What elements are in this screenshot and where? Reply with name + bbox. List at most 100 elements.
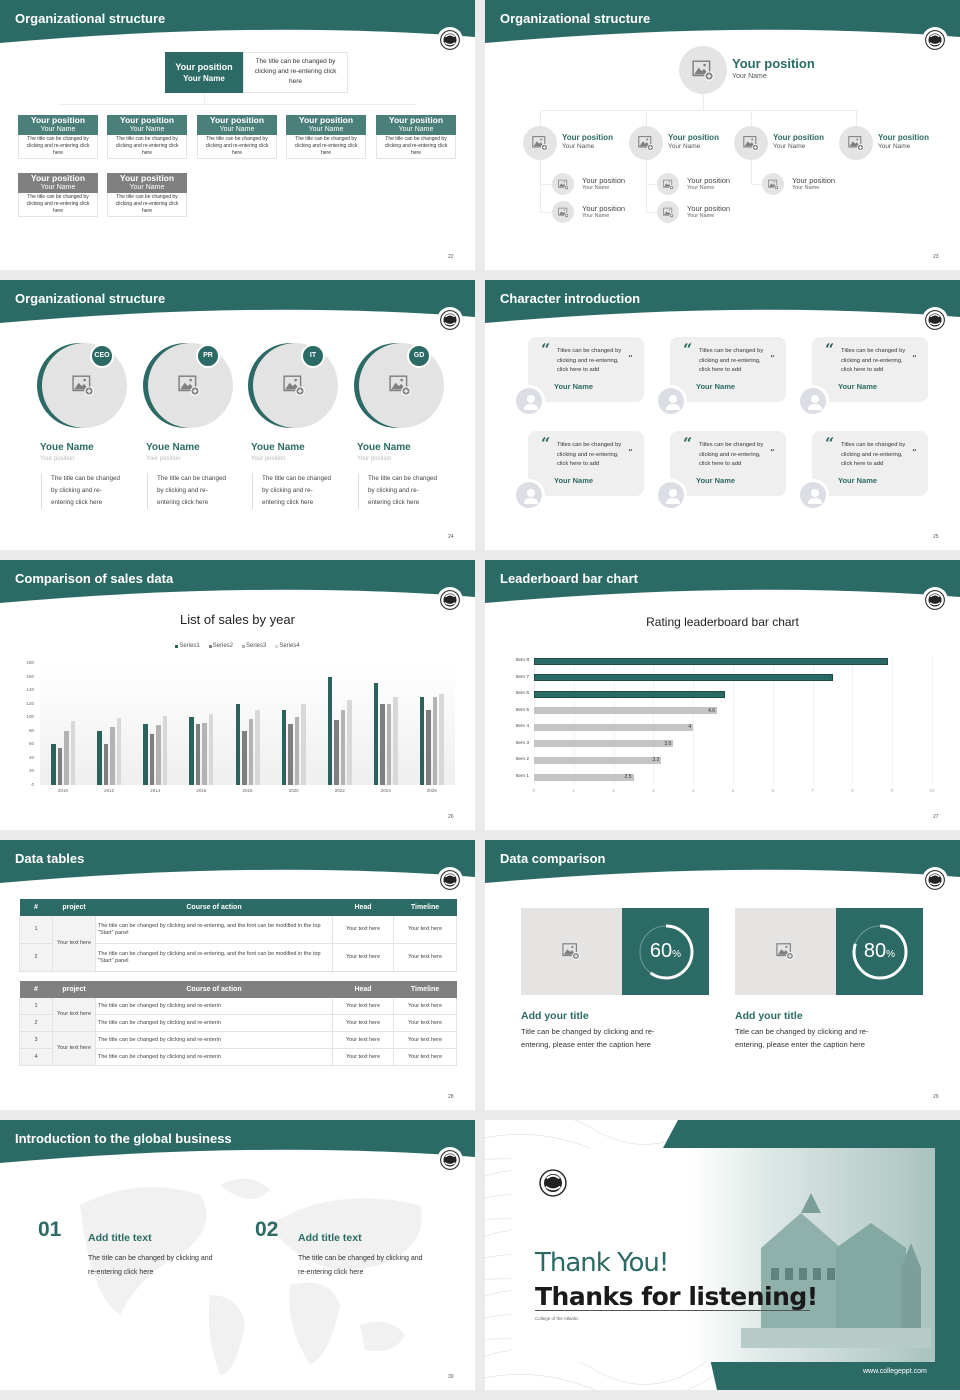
gridline: [573, 655, 575, 785]
bar-2026-series4: [439, 693, 444, 785]
action-cell: The title can be changed by clicking and…: [95, 915, 333, 944]
open-quote-icon: “: [541, 340, 551, 359]
image-placeholder-icon: [178, 375, 200, 396]
y-tick-label: 20: [28, 768, 34, 774]
data-label: 8.9: [879, 658, 887, 664]
slide-title: Organizational structure: [500, 11, 651, 26]
legend-swatch: [175, 644, 179, 648]
x-tick-label: 2014: [150, 788, 161, 793]
bar-2022-series2: [334, 719, 339, 785]
position-label: Your position: [668, 133, 719, 142]
project-cell: Your text here: [52, 997, 96, 1032]
chart-legend: Series1 Series2 Series3 Series4: [0, 643, 475, 649]
member-description: The title can be changed by clicking and…: [252, 473, 334, 509]
gridline: [772, 655, 774, 785]
gridline: [932, 655, 933, 785]
page-number: 30: [448, 1374, 454, 1380]
connector-line: [540, 184, 552, 185]
bar-2010-series1: [51, 744, 56, 785]
image-placeholder-icon: [662, 207, 674, 218]
header-banner: [0, 560, 475, 603]
image-placeholder-icon: [557, 207, 569, 218]
slide-23: Organizational structure 23 Your position Y…: [485, 0, 960, 270]
image-placeholder-icon: [848, 136, 864, 151]
category-label: Item 3: [515, 740, 529, 746]
name-label: Your Name: [668, 143, 701, 150]
position-label: Your position: [209, 115, 265, 125]
avatar: [797, 385, 829, 417]
website-url: www.collegeppt.com: [863, 1368, 927, 1375]
org-box: Your position Your Name The title can be c…: [107, 173, 187, 217]
bar-2012-series2: [103, 744, 109, 785]
testimonial-card: [812, 337, 928, 402]
header-banner: [0, 1120, 475, 1163]
bar-item-2: [534, 756, 662, 764]
action-cell: The title can be changed by clicking and…: [95, 1048, 333, 1066]
member-description: The title can be changed by clicking and…: [147, 473, 229, 509]
connector-line: [751, 184, 763, 185]
position-label: Your position: [582, 176, 626, 185]
quote-text: Titles can be changed by clicking and re…: [699, 442, 764, 467]
column-header: project: [62, 985, 86, 993]
slide-27: Leaderboard bar chart 27 Rating leaderboar…: [485, 560, 960, 830]
legend-item: Series2: [208, 643, 233, 649]
org-box-header: Your position Your Name: [286, 115, 366, 135]
position-label: Your position: [792, 176, 836, 185]
bar-2014-series4: [162, 715, 168, 785]
position-label: Your position: [298, 115, 354, 125]
testimonial-card: [528, 337, 644, 402]
close-quote-icon: ”: [628, 449, 633, 459]
connector-line: [751, 110, 752, 126]
slide-title: Data comparison: [500, 851, 606, 866]
continent-shape: [220, 1178, 270, 1199]
column-header: Timeline: [410, 903, 440, 911]
college-name: College of the Atlantic: [535, 1316, 579, 1321]
avatar: [513, 385, 545, 417]
bar-2026-series1: [419, 696, 425, 785]
data-label: 7.5: [823, 674, 831, 681]
legend-item: Series4: [275, 643, 300, 649]
timeline-cell: Your text here: [393, 997, 457, 1015]
org-box: Your position Your Name The title can be c…: [197, 115, 277, 159]
testimonial-card: [670, 431, 786, 496]
org-box-header: Your position Your Name: [18, 115, 98, 135]
thank-you-card: Thank You! Thanks for listening! College o…: [511, 1148, 935, 1362]
position-label: Your position: [175, 61, 233, 72]
quote-text: Titles can be changed by clicking and re…: [557, 442, 622, 467]
head-cell: Your text here: [332, 943, 394, 972]
bar-item-1: [534, 773, 634, 781]
header-banner: [0, 280, 475, 323]
data-table: # project Course of action Head Timeline 1 You…: [19, 980, 457, 1066]
college-logo: [922, 27, 948, 53]
item-text: The title can be changed by clicking and…: [88, 1255, 213, 1276]
data-label: 2.5: [624, 774, 632, 780]
row-number: 4: [19, 1048, 53, 1066]
percent-unit: %: [672, 949, 682, 960]
name-label: Your Name: [40, 184, 76, 191]
category-label: Item 2: [515, 757, 529, 763]
divider: [535, 1310, 810, 1311]
timeline-cell: Your text here: [393, 943, 457, 972]
category-label: Item 6: [515, 691, 529, 697]
timeline-cell: Your text here: [393, 1014, 457, 1032]
testimonial-card: [812, 431, 928, 496]
person-name: Your Name: [554, 382, 594, 391]
connector-line: [540, 212, 552, 213]
head-cell: Your text here: [332, 1031, 394, 1049]
page-number: 28: [448, 1094, 454, 1100]
bar-2018-series2: [242, 730, 247, 785]
bar-2022-series4: [347, 699, 352, 785]
page-number: 26: [448, 814, 454, 820]
legend-swatch: [242, 644, 245, 648]
slide-title: Organizational structure: [15, 291, 166, 306]
campus-photo: [691, 1148, 935, 1362]
connector-line: [703, 94, 704, 110]
org-box: Your position Your Name The title can be c…: [376, 115, 456, 159]
x-tick-label: 3: [652, 788, 655, 793]
item-text: Title can be changed by clicking and re-…: [521, 1027, 655, 1049]
user-icon: [524, 395, 538, 410]
connector-line: [751, 160, 752, 184]
percent-unit: %: [886, 949, 896, 960]
category-label: Item 1: [515, 774, 529, 779]
action-cell: The title can be changed by clicking and…: [95, 943, 333, 972]
